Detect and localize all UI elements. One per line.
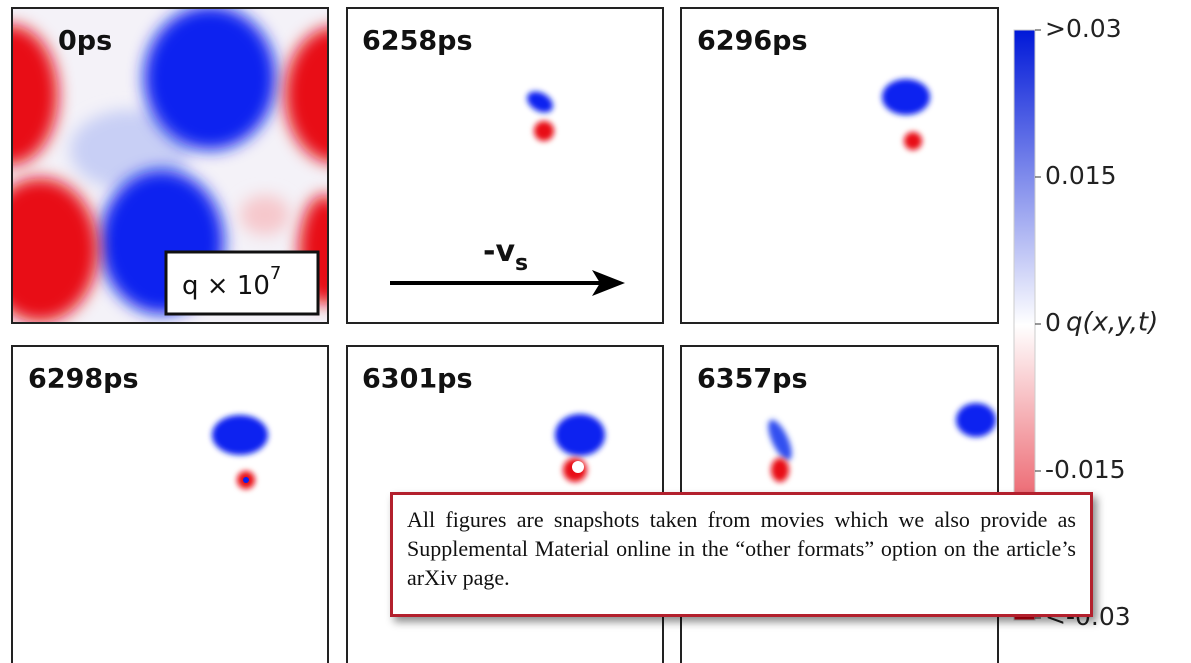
panel-field xyxy=(527,91,554,141)
arrow-head xyxy=(592,270,625,296)
panel-label: 0ps xyxy=(58,26,112,57)
inset-label: q × 107 xyxy=(182,263,281,301)
panel-frame xyxy=(346,7,664,324)
panel-field xyxy=(882,79,930,150)
panel-label: 6296ps xyxy=(697,26,808,57)
colorbar-tick-label: 0.015 xyxy=(1045,161,1117,190)
panel-label: 6357ps xyxy=(697,364,808,395)
inset-box xyxy=(164,250,320,316)
colorbar-label: q(x,y,t) xyxy=(1066,308,1158,338)
panel-field xyxy=(13,9,327,322)
panel-label: 6298ps xyxy=(28,364,139,395)
panel-frame xyxy=(11,7,329,324)
panel-label: 6258ps xyxy=(362,26,473,57)
panel-frame xyxy=(11,345,329,663)
panel-label: 6301ps xyxy=(362,364,473,395)
colorbar-tick-label: >0.03 xyxy=(1045,14,1122,43)
colorbar-tick-label: 0 xyxy=(1045,308,1061,337)
panel-field xyxy=(555,414,605,482)
panel-field xyxy=(768,403,996,482)
colorbar xyxy=(1013,29,1036,621)
panel-field xyxy=(212,415,268,489)
arrow-label: -vs xyxy=(483,234,528,277)
colorbar-tick-label: -0.015 xyxy=(1045,455,1126,484)
callout: All figures are snapshots taken from mov… xyxy=(390,492,1093,617)
panel-frame xyxy=(680,7,999,324)
